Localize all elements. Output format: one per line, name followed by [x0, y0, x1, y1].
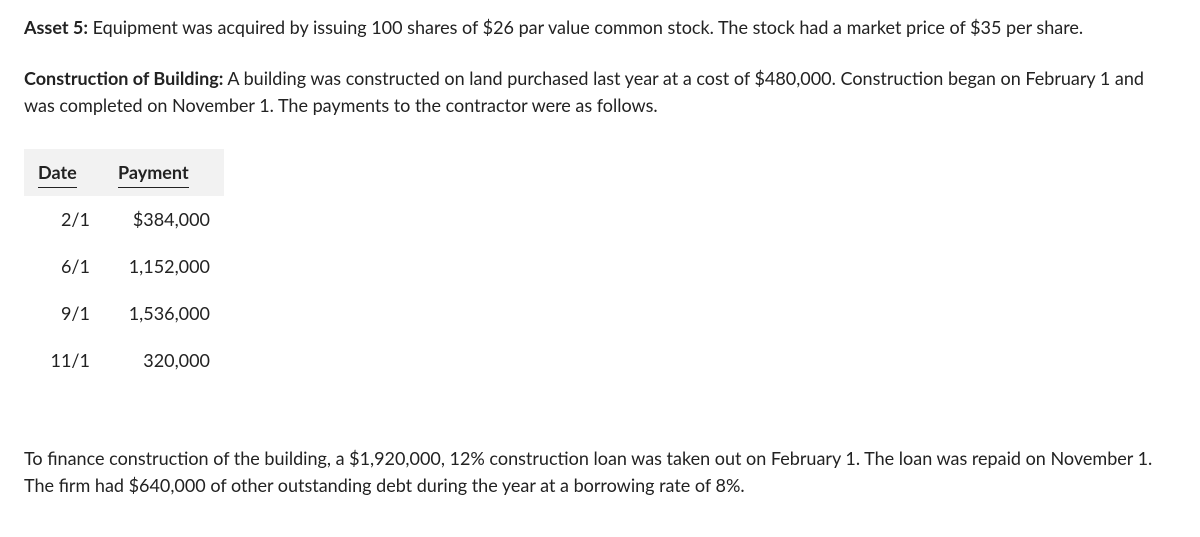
col-header-date: Date — [24, 149, 104, 196]
cell-date: 2/1 — [24, 196, 104, 243]
asset5-label: Asset 5: — [24, 16, 88, 38]
payments-table: Date Payment 2/1 $384,000 6/1 1,152,000 … — [24, 149, 224, 384]
table-row: 6/1 1,152,000 — [24, 243, 224, 290]
asset5-text: Equipment was acquired by issuing 100 sh… — [88, 16, 1083, 38]
construction-paragraph: Construction of Building: A building was… — [24, 65, 1176, 119]
cell-date: 11/1 — [24, 337, 104, 384]
table-header-row: Date Payment — [24, 149, 224, 196]
construction-label: Construction of Building: — [24, 67, 223, 89]
col-header-payment: Payment — [104, 149, 224, 196]
cell-payment: 320,000 — [104, 337, 224, 384]
cell-payment: 1,536,000 — [104, 290, 224, 337]
cell-date: 9/1 — [24, 290, 104, 337]
table-row: 9/1 1,536,000 — [24, 290, 224, 337]
table-row: 11/1 320,000 — [24, 337, 224, 384]
asset5-paragraph: Asset 5: Equipment was acquired by issui… — [24, 14, 1176, 41]
cell-payment: 1,152,000 — [104, 243, 224, 290]
financing-text: To finance construction of the building,… — [24, 447, 1152, 496]
cell-date: 6/1 — [24, 243, 104, 290]
cell-payment: $384,000 — [104, 196, 224, 243]
payments-block: Date Payment 2/1 $384,000 6/1 1,152,000 … — [24, 149, 224, 384]
table-row: 2/1 $384,000 — [24, 196, 224, 243]
financing-paragraph: To finance construction of the building,… — [24, 445, 1176, 499]
